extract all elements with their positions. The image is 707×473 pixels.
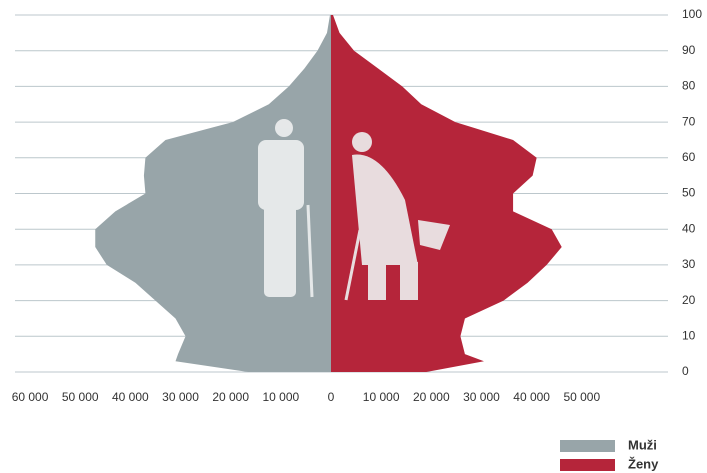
x-tick-label: 10 000 — [363, 390, 400, 404]
x-tick-label: 40 000 — [513, 390, 550, 404]
y-tick-label: 0 — [682, 364, 689, 378]
legend-swatch — [560, 440, 615, 452]
x-tick-label: 20 000 — [212, 390, 249, 404]
areas — [95, 15, 562, 372]
y-tick-label: 60 — [682, 150, 696, 164]
y-tick-label: 80 — [682, 79, 696, 93]
legend-label: Ženy — [628, 456, 659, 471]
x-tick-label: 50 000 — [563, 390, 600, 404]
x-tick-label: 30 000 — [162, 390, 199, 404]
y-tick-label: 30 — [682, 257, 696, 271]
x-tick-label: 30 000 — [463, 390, 500, 404]
legend-label: Muži — [628, 437, 657, 452]
y-tick-label: 100 — [682, 7, 702, 21]
x-tick-label: 40 000 — [112, 390, 149, 404]
x-tick-label: 0 — [328, 390, 335, 404]
y-tick-label: 10 — [682, 328, 696, 342]
y-tick-label: 40 — [682, 221, 696, 235]
x-tick-label: 10 000 — [262, 390, 299, 404]
population-area — [331, 15, 562, 372]
x-tick-label: 60 000 — [12, 390, 49, 404]
ticks: 0 10 20 30 40 50 60 70 80 90 100 60 000 50 000 40 000… — [12, 7, 703, 404]
legend: Muži Ženy — [560, 437, 659, 471]
y-tick-label: 70 — [682, 114, 696, 128]
y-tick-label: 20 — [682, 293, 696, 307]
y-tick-label: 90 — [682, 43, 696, 57]
legend-swatch — [560, 459, 615, 471]
y-tick-label: 50 — [682, 186, 696, 200]
x-tick-label: 20 000 — [413, 390, 450, 404]
figures — [258, 119, 450, 301]
x-tick-label: 50 000 — [62, 390, 99, 404]
